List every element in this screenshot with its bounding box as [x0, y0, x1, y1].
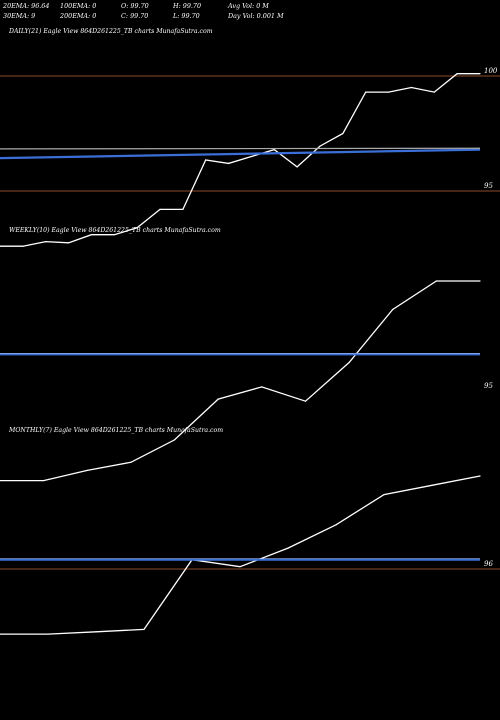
daily-ema20-line: [0, 148, 481, 160]
ema100-label: 100EMA: 0: [60, 2, 97, 10]
daily-price-point: [227, 162, 230, 164]
daily-price-point: [136, 227, 138, 229]
weekly-price-line: [0, 280, 480, 482]
daily-price-point: [433, 91, 435, 93]
monthly-panel-title: MONTHLY(7) Eagle View 864D261225_TB char…: [9, 427, 224, 434]
weekly-price-point: [348, 361, 350, 364]
ema20-label: 20EMA: 96.64: [3, 2, 50, 10]
daily-price-point: [273, 149, 275, 151]
daily-price-point: [410, 86, 413, 89]
monthly-price-line: [0, 475, 481, 635]
monthly-price-point: [47, 633, 49, 635]
daily-price-line: [0, 73, 480, 247]
daily-price-point: [296, 166, 298, 168]
daily-price-point: [205, 159, 207, 161]
ema30-label: 30EMA: 9: [3, 12, 36, 20]
weekly-price-point: [392, 308, 394, 311]
daily-price-point: [90, 234, 93, 236]
monthly-price-point: [287, 547, 289, 549]
low-label: L: 99.70: [173, 12, 200, 20]
daily-ema30-line: [0, 147, 481, 150]
daily-price-point: [22, 245, 24, 247]
monthly-ytick-label: 96: [484, 560, 493, 568]
weekly-price-point: [86, 469, 88, 472]
daily-price-point: [456, 73, 458, 75]
daily-price-point: [0, 245, 1, 247]
daily-panel-title: DAILY(21) Eagle View 864D261225_TB chart…: [9, 28, 213, 35]
daily-price-point: [365, 91, 367, 93]
daily-price-point: [67, 242, 70, 244]
monthly-price-point: [143, 628, 145, 631]
monthly-price-point: [431, 484, 433, 486]
monthly-price-point: [0, 633, 1, 635]
daily-price-point: [342, 132, 344, 135]
daily-price-point: [113, 234, 115, 236]
weekly-price-point: [479, 280, 481, 282]
weekly-panel-title: WEEKLY(10) Eagle View 864D261225_TB char…: [9, 227, 221, 234]
daily-price-point: [182, 208, 184, 210]
monthly-price-point: [383, 494, 385, 496]
weekly-price-point: [130, 461, 132, 463]
daily-price-point: [319, 145, 321, 147]
day-vol-label: Day Vol: 0.001 M: [228, 12, 284, 20]
avg-vol-label: Avg Vol: 0 M: [228, 2, 269, 10]
monthly-price-point: [95, 631, 97, 633]
weekly-price-point: [217, 398, 219, 400]
daily-price-point: [387, 91, 390, 93]
daily-price-point: [159, 208, 161, 210]
weekly-price-point: [435, 280, 437, 282]
weekly-price-point: [304, 400, 307, 402]
daily-ytick-label: 95: [484, 182, 493, 190]
monthly-price-point: [239, 566, 241, 568]
high-label: H: 99.70: [173, 2, 202, 10]
weekly-price-point: [261, 386, 263, 388]
daily-price-point: [45, 241, 47, 243]
weekly-price-point: [0, 480, 1, 482]
close-label: C: 99.70: [121, 12, 149, 20]
monthly-price-point: [335, 524, 337, 526]
daily-price-point: [479, 73, 481, 75]
daily-ytick-label: 100: [484, 67, 498, 75]
open-label: O: 99.70: [121, 2, 149, 10]
weekly-ytick-label: 95: [484, 382, 493, 390]
weekly-price-point: [173, 439, 176, 441]
weekly-price-point: [43, 480, 45, 482]
monthly-price-point: [479, 475, 481, 477]
ema200-label: 200EMA: 0: [60, 12, 97, 20]
daily-price-point: [250, 155, 253, 158]
